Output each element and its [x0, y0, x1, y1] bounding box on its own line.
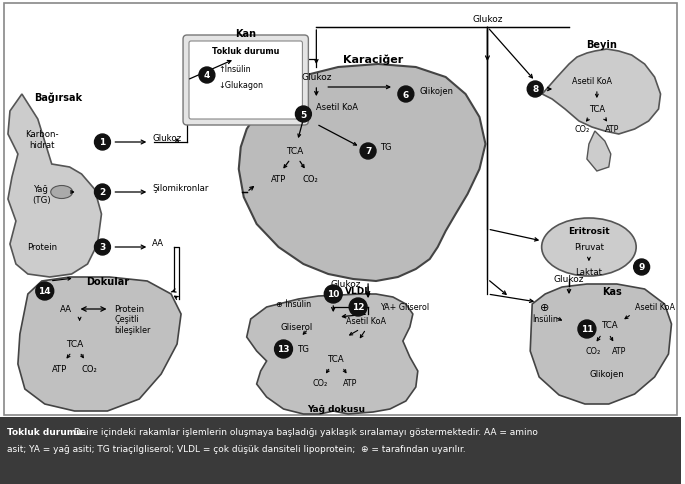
- Text: 1: 1: [99, 138, 105, 147]
- Polygon shape: [8, 95, 101, 277]
- Text: Çeşitli
bileşikler: Çeşitli bileşikler: [114, 315, 151, 334]
- Bar: [0, 417, 682, 484]
- Text: 9: 9: [638, 263, 645, 272]
- Text: Kas: Kas: [602, 287, 622, 296]
- Text: Dokular: Dokular: [86, 276, 129, 287]
- Text: CO₂: CO₂: [585, 347, 601, 356]
- Circle shape: [527, 82, 543, 98]
- Text: Protein: Protein: [114, 305, 145, 314]
- Text: Glikojen: Glikojen: [589, 370, 624, 378]
- Ellipse shape: [51, 186, 73, 199]
- Text: Kan: Kan: [235, 29, 256, 39]
- Circle shape: [275, 340, 292, 358]
- Text: Asetil KoA: Asetil KoA: [572, 77, 612, 86]
- Text: asit; YA = yağ asiti; TG triaçilgliserol; VLDL = çok düşük dansiteli lipoprotein: asit; YA = yağ asiti; TG triaçilgliserol…: [7, 444, 466, 453]
- FancyBboxPatch shape: [183, 36, 308, 126]
- Polygon shape: [587, 132, 611, 172]
- Text: Şilomikronlar: Şilomikronlar: [152, 184, 208, 193]
- Polygon shape: [247, 294, 418, 414]
- Text: Yağ dokusu: Yağ dokusu: [308, 405, 365, 414]
- Text: Karaciğer: Karaciğer: [343, 55, 403, 65]
- Text: TCA: TCA: [589, 106, 605, 114]
- Circle shape: [578, 320, 596, 338]
- Text: Asetil KoA: Asetil KoA: [316, 103, 358, 112]
- Text: ATP: ATP: [605, 125, 619, 134]
- Text: ATP: ATP: [612, 347, 626, 356]
- FancyBboxPatch shape: [189, 42, 302, 120]
- Text: ATP: ATP: [271, 175, 286, 184]
- Text: TCA: TCA: [328, 355, 345, 364]
- Text: Glukoz: Glukoz: [331, 280, 362, 289]
- Text: TG: TG: [299, 345, 310, 354]
- Text: ↑İnsülin: ↑İnsülin: [219, 65, 251, 75]
- Text: ATP: ATP: [52, 365, 67, 374]
- Circle shape: [36, 283, 53, 301]
- Text: 12: 12: [352, 303, 364, 312]
- Text: Bağırsak: Bağırsak: [34, 92, 82, 103]
- Text: YA+ Gliserol: YA+ Gliserol: [380, 303, 429, 312]
- Circle shape: [95, 240, 110, 256]
- Text: 2: 2: [99, 188, 105, 197]
- Text: Tokluk durumu: Tokluk durumu: [212, 47, 279, 56]
- Text: 6: 6: [403, 91, 409, 99]
- Text: Asetil KoA: Asetil KoA: [346, 317, 386, 326]
- Text: Glukoz: Glukoz: [472, 15, 503, 25]
- Text: Glukoz: Glukoz: [553, 275, 584, 284]
- Text: 5: 5: [300, 110, 306, 119]
- Circle shape: [95, 135, 110, 151]
- Text: Tokluk durumu.: Tokluk durumu.: [7, 427, 86, 436]
- Text: TCA: TCA: [602, 321, 619, 330]
- Circle shape: [398, 87, 414, 103]
- Text: Protein: Protein: [27, 243, 57, 252]
- Text: Gliserol: Gliserol: [280, 323, 312, 332]
- Text: 13: 13: [277, 345, 290, 354]
- Text: 14: 14: [38, 287, 51, 296]
- Text: Glukoz: Glukoz: [152, 134, 182, 143]
- Text: ⊕ İnsülin: ⊕ İnsülin: [276, 300, 311, 309]
- Text: Karbon-
hidrat: Karbon- hidrat: [25, 130, 59, 150]
- Text: 8: 8: [532, 85, 538, 94]
- Text: TG: TG: [380, 143, 392, 152]
- Text: Asetil KoA: Asetil KoA: [635, 303, 675, 312]
- Polygon shape: [239, 65, 486, 281]
- Polygon shape: [542, 50, 660, 135]
- Circle shape: [349, 298, 367, 317]
- Text: Beyin: Beyin: [586, 40, 617, 50]
- Text: ⊕: ⊕: [540, 302, 550, 312]
- Text: VLDL: VLDL: [345, 287, 371, 296]
- Text: Laktat: Laktat: [575, 268, 602, 277]
- Text: Piruvat: Piruvat: [574, 243, 604, 252]
- Text: Yağ
(TG): Yağ (TG): [32, 185, 51, 204]
- Text: Glukoz: Glukoz: [301, 74, 332, 82]
- Circle shape: [634, 259, 649, 275]
- Text: İnsülin: İnsülin: [532, 315, 558, 324]
- Text: ↓Glukagon: ↓Glukagon: [219, 81, 264, 91]
- Polygon shape: [530, 285, 671, 404]
- Text: CO₂: CO₂: [574, 125, 590, 134]
- Text: TCA: TCA: [286, 147, 303, 156]
- Text: 7: 7: [365, 147, 371, 156]
- Text: Glikojen: Glikojen: [420, 86, 453, 95]
- Text: Eritrosit: Eritrosit: [568, 227, 610, 236]
- Text: Daire içindeki rakamlar işlemlerin oluşmaya başladığı yaklaşık sıralamayı göster: Daire içindeki rakamlar işlemlerin oluşm…: [71, 427, 538, 436]
- Text: 4: 4: [203, 71, 210, 80]
- Text: 11: 11: [581, 325, 593, 334]
- Text: CO₂: CO₂: [312, 378, 328, 388]
- Text: 3: 3: [99, 243, 105, 252]
- Circle shape: [95, 184, 110, 200]
- Text: 10: 10: [327, 290, 340, 299]
- Text: AA: AA: [152, 239, 164, 248]
- Bar: [4, 4, 677, 415]
- Text: CO₂: CO₂: [82, 365, 97, 374]
- Text: ATP: ATP: [343, 378, 358, 388]
- Polygon shape: [18, 277, 181, 411]
- Circle shape: [199, 68, 215, 84]
- Text: CO₂: CO₂: [303, 175, 319, 184]
- Circle shape: [324, 286, 342, 303]
- Circle shape: [295, 107, 312, 123]
- Text: TCA: TCA: [66, 340, 84, 349]
- Ellipse shape: [542, 219, 636, 276]
- Text: AA: AA: [60, 305, 72, 314]
- Circle shape: [360, 144, 376, 160]
